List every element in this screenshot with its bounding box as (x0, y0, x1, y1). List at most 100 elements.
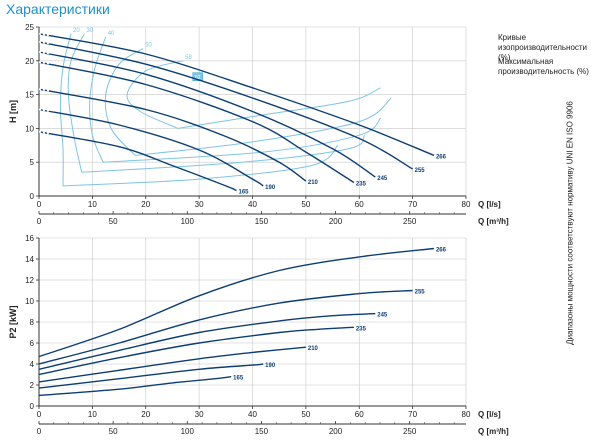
legend-iso-efficiency-line-1: Кривые (498, 33, 527, 42)
max-efficiency-badge-label: 62 (195, 75, 201, 81)
x-tick-label: 40 (248, 200, 257, 209)
x-tick-label: 60 (355, 200, 364, 209)
x-tick-label: 70 (408, 200, 417, 209)
series-line-190 (38, 363, 264, 389)
series-line-165 (38, 375, 232, 397)
y-tick-label: 0 (30, 402, 35, 411)
x-secondary-tick-label: 0 (37, 217, 42, 226)
x-tick-label: 20 (141, 410, 150, 419)
efficiency-curve-label: 58 (185, 55, 192, 61)
series-label-190: 190 (265, 185, 276, 191)
series-line-190 (38, 108, 264, 187)
x-axis-label-primary: Q [l/s] (478, 200, 501, 209)
series-label-210: 210 (308, 180, 319, 186)
page-title: Характеристики (6, 1, 110, 17)
series-label-190: 190 (265, 363, 276, 369)
x-tick-label: 70 (408, 410, 417, 419)
y-tick-label: 14 (25, 255, 34, 264)
efficiency-tail-curve (135, 97, 392, 156)
efficiency-curves: 20 30 40 50 58 62 (59, 28, 392, 187)
series-dash-266 (38, 32, 50, 37)
x-tick-label: 50 (301, 410, 310, 419)
series-label-165: 165 (238, 190, 249, 196)
x-axis-label-secondary: Q [m³/h] (478, 427, 509, 436)
series-dash-245 (38, 51, 50, 55)
x-tick-label: 80 (462, 200, 471, 209)
legend-max-efficiency-line-1: Максимальная (498, 57, 554, 66)
y-tick-label: 10 (25, 124, 34, 133)
series-dash-210 (38, 88, 50, 92)
series-label-245: 245 (377, 176, 388, 182)
y-tick-label: 20 (25, 57, 34, 66)
x-secondary-tick-label: 50 (109, 427, 118, 436)
series-line-245 (38, 51, 376, 178)
efficiency-tail-curve (81, 134, 366, 173)
series-label-255: 255 (415, 290, 426, 296)
legend-iso-efficiency-line-2: изопроизводительности (%) (498, 43, 588, 62)
x-secondary-tick-label: 200 (329, 217, 343, 226)
x-tick-label: 30 (195, 200, 204, 209)
x-secondary-tick-label: 100 (181, 217, 195, 226)
x-tick-label: 0 (37, 200, 42, 209)
series-line-235 (38, 61, 355, 184)
efficiency-curve (89, 36, 107, 163)
x-tick-label: 30 (195, 410, 204, 419)
efficiency-curve-label: 20 (73, 28, 80, 34)
x-tick-label: 80 (462, 410, 471, 419)
series-line-210 (38, 346, 306, 383)
y-tick-label: 4 (30, 360, 35, 369)
y-axis-label: P2 [kW] (8, 305, 18, 338)
efficiency-curve (104, 48, 144, 156)
x-secondary-tick-label: 100 (181, 427, 195, 436)
efficiency-curve-label: 40 (108, 31, 115, 37)
efficiency-tail-curve (62, 144, 339, 187)
x-tick-label: 10 (88, 200, 97, 209)
series-label-255: 255 (415, 168, 426, 174)
efficiency-tail-curve (177, 87, 381, 129)
x-tick-label: 20 (141, 200, 150, 209)
legend-iso-efficiency: Кривые изопроизводительности (%) (498, 33, 600, 63)
max-efficiency-badge (192, 72, 204, 81)
side-note-text: Диапазоны мощности соответствуют нормати… (565, 101, 575, 345)
y-tick-label: 2 (30, 381, 35, 390)
series-label-210: 210 (308, 346, 319, 352)
power-chart: 0 2 4 6 8 10 12 14 16 0 10 20 30 40 50 60 70 80 0 50 100 150 2… (8, 234, 509, 436)
series-label-266: 266 (436, 248, 447, 254)
x-secondary-tick-label: 150 (255, 427, 269, 436)
x-secondary-tick-label: 50 (109, 217, 118, 226)
y-tick-label: 10 (25, 297, 34, 306)
series-line-210 (38, 88, 307, 182)
x-secondary-tick-label: 250 (403, 427, 417, 436)
x-axis-label-secondary: Q [m³/h] (478, 217, 509, 226)
series-group: 266 255 245 235 210 190 165 (38, 32, 447, 196)
y-tick-label: 0 (30, 192, 35, 201)
y-tick-label: 25 (25, 23, 34, 32)
x-secondary-tick-label: 200 (329, 427, 343, 436)
legend-max-efficiency: Максимальная производительность (%) (498, 57, 589, 77)
series-line-255 (38, 289, 413, 365)
series-label-235: 235 (356, 181, 367, 187)
y-tick-label: 12 (25, 276, 34, 285)
series-line-235 (38, 326, 354, 376)
efficiency-curve (67, 33, 85, 173)
series-label-245: 245 (377, 313, 388, 319)
x-secondary-tick-label: 150 (255, 217, 269, 226)
x-tick-label: 10 (88, 410, 97, 419)
series-dash-235 (38, 61, 50, 65)
series-group: 266 255 245 235 210 190 165 (38, 247, 447, 397)
y-axis-label: H [m] (8, 100, 18, 123)
series-line-266 (38, 247, 435, 358)
series-label-235: 235 (356, 326, 367, 332)
series-dash-255 (38, 41, 50, 45)
x-tick-label: 40 (248, 410, 257, 419)
series-line-165 (38, 131, 237, 192)
efficiency-curve (59, 33, 72, 186)
efficiency-tail-curve (102, 117, 381, 163)
efficiency-curve-label: 30 (86, 28, 93, 34)
series-line-266 (38, 33, 435, 157)
series-line-255 (38, 41, 413, 170)
y-tick-label: 16 (25, 234, 34, 243)
y-tick-label: 15 (25, 91, 34, 100)
